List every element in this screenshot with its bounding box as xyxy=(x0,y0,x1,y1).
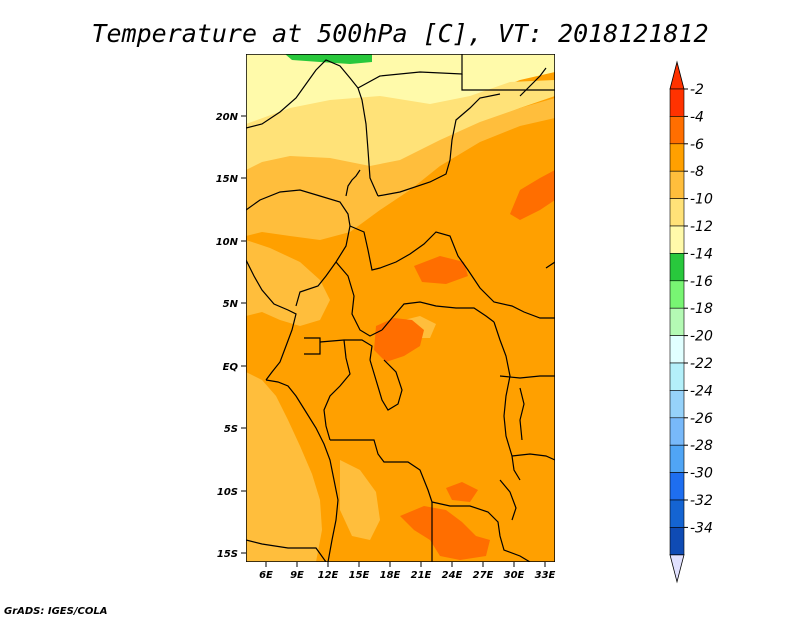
y-tick-label: 10S xyxy=(217,487,238,498)
colorbar-swatch xyxy=(669,390,685,419)
colorbar-label: -26 xyxy=(690,411,713,427)
x-axis-ticks: 6E 9E 12E 15E 18E 21E 24E 27E 30E 33E xyxy=(259,562,556,581)
colorbar-swatch xyxy=(669,499,685,528)
x-tick-label: 9E xyxy=(290,570,304,581)
colorbar-swatch xyxy=(669,143,685,172)
colorbar-swatch xyxy=(669,527,685,556)
colorbar-swatch xyxy=(669,170,685,199)
colorbar: -2 -4 -6 -8 -10 -12 -14 -16 -18 -20 -22 -24 -26 -28 -3… xyxy=(669,60,713,584)
x-tick-label: 21E xyxy=(411,570,432,581)
y-tick-label: 5S xyxy=(224,424,238,435)
contour-minus8-sw xyxy=(340,460,380,540)
contour-minus4-center xyxy=(374,318,424,362)
colorbar-label: -20 xyxy=(690,329,713,345)
x-tick-label: 18E xyxy=(380,570,401,581)
colorbar-label: -6 xyxy=(690,137,704,153)
colorbar-label: -34 xyxy=(690,520,713,536)
contour-minus4-center-east xyxy=(414,256,468,284)
colorbar-swatch xyxy=(669,198,685,227)
colorbar-swatch xyxy=(669,362,685,391)
colorbar-label: -28 xyxy=(690,438,713,454)
colorbar-swatch xyxy=(669,307,685,336)
colorbar-label: -8 xyxy=(690,164,704,180)
colorbar-label: -16 xyxy=(690,274,713,290)
colorbar-label: -30 xyxy=(690,466,713,482)
y-tick-label: 20N xyxy=(216,112,239,123)
x-tick-label: 27E xyxy=(473,570,494,581)
colorbar-swatch xyxy=(669,472,685,501)
colorbar-swatch xyxy=(669,444,685,473)
y-tick-label: 5N xyxy=(223,299,239,310)
y-tick-label: 15S xyxy=(217,549,238,560)
x-tick-label: 15E xyxy=(349,570,370,581)
y-axis-ticks: 20N 15N 10N 5N EQ 5S 10S 15S xyxy=(216,112,246,560)
x-tick-label: 30E xyxy=(504,570,525,581)
x-tick-label: 12E xyxy=(318,570,339,581)
coastline xyxy=(246,259,339,562)
x-tick-label: 6E xyxy=(259,570,273,581)
contour-minus8-north xyxy=(246,98,555,240)
grads-credit: GrADS: IGES/COLA xyxy=(4,606,107,617)
colorbar-label: -10 xyxy=(690,192,713,208)
contour-minus8-coast xyxy=(246,372,322,562)
colorbar-swatch xyxy=(669,253,685,282)
colorbar-swatch xyxy=(669,417,685,446)
colorbar-label: -18 xyxy=(690,301,713,317)
colorbar-label: -22 xyxy=(690,356,713,372)
country-borders xyxy=(246,54,555,562)
colorbar-label: -12 xyxy=(690,219,713,235)
map-title: Temperature at 500hPa [C], VT: 201812181… xyxy=(91,19,708,48)
y-tick-label: 15N xyxy=(216,174,239,185)
colorbar-swatch xyxy=(669,88,685,117)
colorbar-label: -4 xyxy=(690,109,704,125)
temperature-contours xyxy=(246,54,555,562)
x-tick-label: 33E xyxy=(535,570,556,581)
colorbar-bottom-arrow xyxy=(669,554,685,584)
colorbar-label: -24 xyxy=(690,383,713,399)
x-tick-label: 24E xyxy=(442,570,463,581)
y-tick-label: 10N xyxy=(216,237,239,248)
map-area xyxy=(246,54,555,562)
colorbar-top-arrow xyxy=(669,60,685,90)
colorbar-label: -32 xyxy=(690,493,713,509)
colorbar-swatch xyxy=(669,225,685,254)
contour-minus4-east xyxy=(510,170,555,220)
colorbar-label: -2 xyxy=(690,82,704,98)
y-tick-label: EQ xyxy=(223,362,239,373)
colorbar-label: -14 xyxy=(690,246,713,262)
contour-minus4-south xyxy=(400,506,490,560)
colorbar-swatch xyxy=(669,116,685,145)
contour-minus14-patch xyxy=(285,54,372,64)
colorbar-swatch xyxy=(669,280,685,309)
colorbar-swatch xyxy=(669,335,685,364)
contour-minus8-west xyxy=(246,240,330,326)
contour-minus4-south-2 xyxy=(446,482,478,502)
